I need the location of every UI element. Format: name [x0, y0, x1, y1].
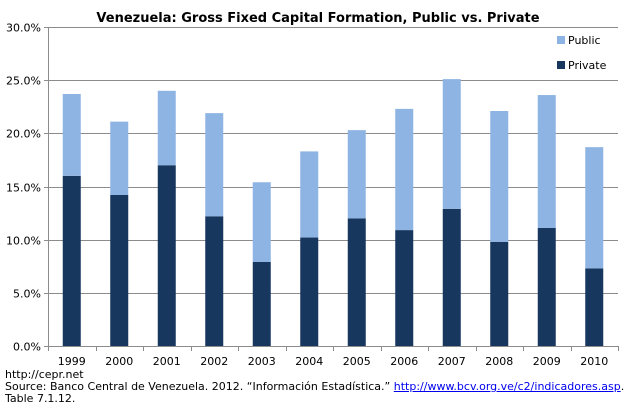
bar-public-2000 [110, 121, 129, 196]
footer-site: http://cepr.net [5, 368, 84, 381]
y-axis-ticks: 0.0% 5.0% 10.0% 15.0% 20.0% 25.0% 30.0% [6, 22, 48, 354]
y-tick-label: 25.0% [6, 75, 41, 88]
bar-public-2002 [205, 113, 224, 217]
bar-public-2005 [347, 130, 366, 219]
bar-private-2006 [395, 230, 414, 346]
bar-private-2001 [157, 165, 176, 346]
y-tick-label: 0.0% [13, 341, 41, 354]
bar-private-2005 [347, 218, 366, 346]
y-tick-label: 5.0% [13, 288, 41, 301]
chart-title: Venezuela: Gross Fixed Capital Formation… [96, 11, 539, 26]
legend-label-public: Public [568, 34, 601, 47]
x-tick-label: 2009 [533, 355, 561, 368]
x-tick-label: 2003 [248, 355, 276, 368]
bar-private-2004 [300, 237, 319, 346]
bars [62, 79, 604, 346]
x-tick-label: 2006 [390, 355, 418, 368]
bar-public-2010 [585, 147, 604, 269]
x-tick-label: 2002 [200, 355, 228, 368]
x-tick-label: 2008 [485, 355, 513, 368]
y-tick-label: 20.0% [6, 128, 41, 141]
legend-swatch-private [557, 61, 565, 69]
bar-private-2007 [442, 208, 461, 346]
bar-private-2010 [585, 268, 604, 346]
x-tick-label: 2005 [343, 355, 371, 368]
bar-private-2008 [490, 241, 509, 346]
bar-public-2003 [252, 182, 271, 262]
bar-private-1999 [62, 175, 81, 346]
bar-public-2009 [537, 95, 556, 228]
bar-public-1999 [62, 93, 81, 176]
x-tick-label: 1999 [58, 355, 86, 368]
footer-source: Source: Banco Central de Venezuela. 2012… [5, 381, 624, 393]
bar-public-2006 [395, 108, 414, 231]
x-axis-ticks: 1999 2000 2001 2002 2003 2004 2005 2006 2007 2008… [48, 346, 619, 368]
footer-source-link[interactable]: http://www.bcv.org.ve/c2/indicadores.asp [393, 380, 621, 393]
y-tick-label: 30.0% [6, 22, 41, 35]
x-tick-label: 2001 [153, 355, 181, 368]
bar-public-2007 [442, 79, 461, 209]
legend: Public Private [557, 34, 607, 72]
footer-table-ref: Table 7.1.12. [5, 392, 76, 405]
bar-public-2008 [490, 111, 509, 242]
y-gridlines [48, 27, 618, 294]
chart: Venezuela: Gross Fixed Capital Formation… [6, 11, 619, 368]
bar-public-2004 [300, 151, 319, 238]
bar-private-2009 [537, 227, 556, 346]
footer-source-text: Source: Banco Central de Venezuela. 2012… [5, 380, 394, 393]
legend-swatch-public [557, 36, 565, 44]
x-tick-label: 2010 [580, 355, 608, 368]
bar-private-2000 [110, 195, 129, 346]
x-tick-label: 2004 [295, 355, 323, 368]
bar-public-2001 [157, 90, 176, 166]
legend-label-private: Private [568, 59, 607, 72]
bar-private-2002 [205, 216, 224, 346]
y-tick-label: 10.0% [6, 235, 41, 248]
x-tick-label: 2007 [438, 355, 466, 368]
y-tick-label: 15.0% [6, 182, 41, 195]
bar-private-2003 [252, 261, 271, 346]
x-tick-label: 2000 [105, 355, 133, 368]
footer-source-end: . [620, 380, 625, 393]
